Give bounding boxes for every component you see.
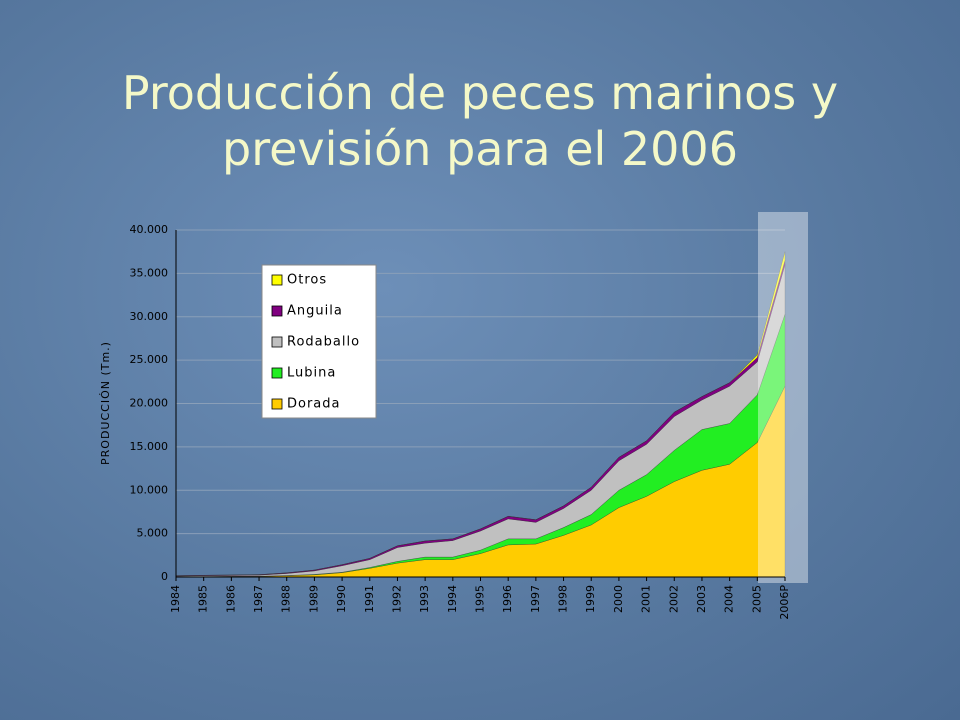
- x-tick-label: 1992: [390, 585, 403, 613]
- legend: Otros Anguila Rodaballo Lubina Dorada: [261, 264, 377, 419]
- x-tick-label: 2001: [640, 585, 653, 613]
- legend-swatch: [271, 274, 283, 286]
- legend-swatch: [271, 305, 283, 317]
- legend-label: Otros: [287, 273, 327, 288]
- x-tick-label: 1986: [224, 585, 237, 613]
- y-tick-label: 20.000: [130, 397, 169, 410]
- x-tick-label: 2000: [612, 585, 625, 613]
- chart-title: Producción de peces marinos y previsión p…: [122, 66, 838, 176]
- x-tick-label: 2005: [750, 585, 763, 613]
- y-tick-label: 30.000: [130, 310, 169, 323]
- x-tick-label: 1984: [169, 585, 182, 613]
- y-tick-label: 10.000: [130, 483, 169, 496]
- x-tick-label: 1989: [307, 585, 320, 613]
- y-tick-label: 0: [161, 570, 168, 583]
- y-tick-label: 25.000: [130, 353, 169, 366]
- x-tick-label: 1988: [280, 585, 293, 613]
- area: [175, 251, 786, 576]
- x-tick-label: 1999: [584, 585, 597, 613]
- x-tick-label: 1987: [252, 585, 265, 613]
- legend-swatch: [271, 398, 283, 410]
- x-tick-label: 2004: [723, 585, 736, 613]
- legend-swatch: [271, 336, 283, 348]
- x-tick-label: 1991: [363, 585, 376, 613]
- x-tick-label: 1996: [501, 585, 514, 613]
- y-tick-label: 5.000: [137, 527, 169, 540]
- x-tick-label: 2002: [667, 585, 680, 613]
- x-tick-label: 1990: [335, 585, 348, 613]
- x-tick-label: 1994: [446, 585, 459, 613]
- y-tick-label: 40.000: [130, 223, 169, 236]
- legend-label: Dorada: [287, 397, 341, 412]
- legend-label: Lubina: [287, 366, 336, 381]
- y-tick-label: 35.000: [130, 266, 169, 279]
- legend-swatch: [271, 367, 283, 379]
- x-tick-label: 1997: [529, 585, 542, 613]
- y-tick-label: 15.000: [130, 440, 169, 453]
- x-tick-label: 1998: [557, 585, 570, 613]
- y-axis-label: PRODUCCIÓN (Tm.): [99, 341, 112, 465]
- legend-label: Rodaballo: [287, 335, 360, 350]
- x-tick-label: 2006P: [778, 585, 791, 620]
- x-tick-label: 2003: [695, 585, 708, 613]
- x-tick-label: 1993: [418, 585, 431, 613]
- forecast-highlight: [758, 212, 808, 583]
- x-tick-label: 1985: [197, 585, 210, 613]
- legend-label: Anguila: [287, 304, 343, 319]
- x-tick-label: 1995: [474, 585, 487, 613]
